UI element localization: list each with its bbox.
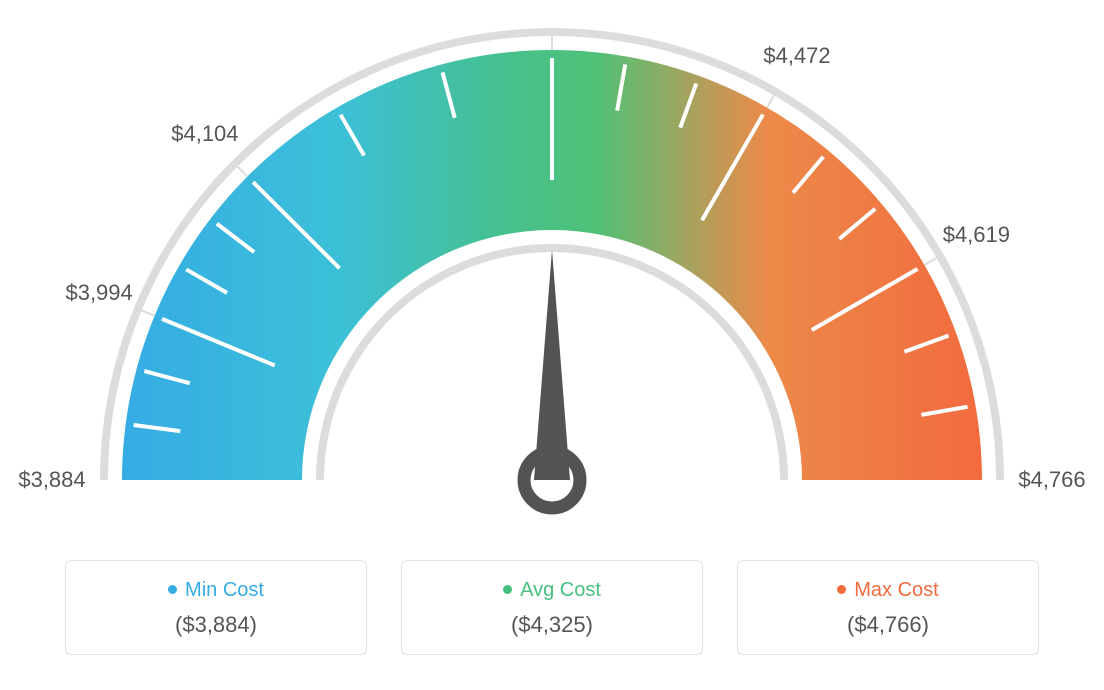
cost-cards: Min Cost ($3,884) Avg Cost ($4,325) Max … (0, 560, 1104, 655)
avg-cost-label: Avg Cost (520, 579, 601, 601)
max-dot-icon (837, 585, 846, 594)
avg-cost-title: Avg Cost (412, 579, 692, 602)
avg-dot-icon (503, 585, 512, 594)
avg-cost-value: ($4,325) (412, 612, 692, 638)
min-cost-label: Min Cost (185, 579, 264, 601)
gauge-tick-label: $4,325 (518, 0, 585, 3)
gauge-tick-label: $3,994 (65, 280, 132, 306)
max-cost-title: Max Cost (748, 579, 1028, 602)
min-cost-card: Min Cost ($3,884) (65, 560, 367, 655)
max-cost-value: ($4,766) (748, 612, 1028, 638)
gauge-svg (0, 0, 1104, 560)
gauge-tick-label: $3,884 (18, 467, 85, 493)
gauge-tick-label: $4,766 (1018, 467, 1085, 493)
min-cost-value: ($3,884) (76, 612, 356, 638)
avg-cost-card: Avg Cost ($4,325) (401, 560, 703, 655)
min-dot-icon (168, 585, 177, 594)
gauge-tick-label: $4,472 (763, 43, 830, 69)
min-cost-title: Min Cost (76, 579, 356, 602)
gauge-chart: $3,884 $3,994 $4,104 $4,325 $4,472 $4,619 $4,7… (0, 0, 1104, 560)
max-cost-label: Max Cost (854, 579, 938, 601)
gauge-tick-label: $4,619 (943, 222, 1010, 248)
gauge-tick-label: $4,104 (171, 121, 238, 147)
max-cost-card: Max Cost ($4,766) (737, 560, 1039, 655)
